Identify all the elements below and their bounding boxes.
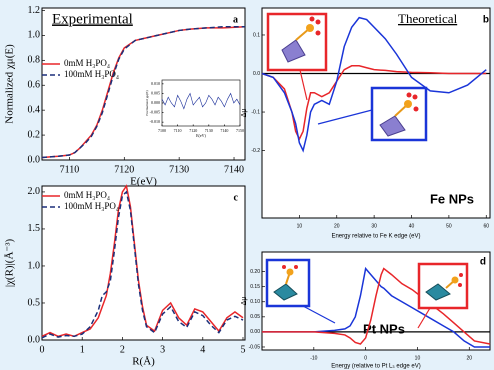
x-tick-label: 7130 [205, 128, 213, 133]
x-tick-label: 4 [200, 344, 205, 355]
x-tick-label: 2 [120, 344, 125, 355]
panel-label: d [480, 257, 486, 268]
x-tick-label: 0 [40, 344, 45, 355]
x-tick-label: 7110 [174, 128, 182, 133]
y-tick-label: 0.0 [28, 334, 41, 345]
y-axis-label: Δμ [241, 297, 248, 306]
y-tick-label: 0.4 [28, 104, 41, 115]
y-tick-label: 0.10 [250, 299, 260, 305]
x-tick-label: 10 [297, 223, 303, 229]
y-tick-label: 0.010 [151, 81, 160, 86]
x-tick-label: 7140 [220, 128, 228, 133]
x-tick-label: 7130 [169, 164, 189, 175]
y-tick-label: 2.0 [28, 186, 41, 197]
y-axis-label: Normalized χμ(E) [145, 90, 149, 116]
x-tick-label: 20 [334, 223, 340, 229]
y-tick-label: -0.005 [150, 110, 160, 115]
x-tick-label: 7100 [158, 128, 166, 133]
x-tick-label: 1 [80, 344, 85, 355]
x-tick-label: 7150 [236, 128, 244, 133]
x-tick-label: -10 [310, 355, 317, 361]
chart-title: Theoretical [398, 11, 458, 26]
x-tick-label: 10 [415, 355, 421, 361]
x-tick-label: 7110 [60, 164, 80, 175]
y-tick-label: -0.010 [150, 119, 160, 124]
y-tick-label: 0.20 [250, 269, 260, 275]
y-tick-label: -0.05 [249, 344, 261, 350]
y-tick-label: 0.1 [253, 32, 260, 38]
y-tick-label: 0.000 [151, 100, 160, 105]
y-tick-label: 0.00 [250, 329, 260, 335]
y-tick-label: -0.1 [251, 109, 260, 115]
annotation: Fe NPs [430, 191, 474, 206]
y-axis-label: Normalized χμ(E) [4, 44, 16, 124]
y-axis-label: Δμ [241, 109, 248, 118]
y-tick-label: 0.005 [151, 90, 160, 95]
figure: 0.0 0.2 0.4 0.6 0.8 1.0 1.2 7110 7120 7130 7140 E(e… [0, 0, 494, 370]
legend-label: 0mM H₃PO₄ [64, 190, 110, 200]
x-tick-label: 3 [160, 344, 165, 355]
x-tick-label: 30 [371, 223, 377, 229]
x-tick-label: 5 [240, 344, 245, 355]
y-tick-label: 1.2 [28, 5, 41, 16]
y-tick-label: 0.8 [28, 55, 41, 66]
y-tick-label: -0.2 [251, 148, 260, 154]
legend-label: 0mM H₃PO₄ [64, 58, 110, 68]
x-axis-label: Energy relative to Fe K edge (eV) [331, 234, 420, 240]
x-tick-label: 7140 [224, 164, 244, 175]
legend-label: 100mM H₃PO₄ [64, 69, 119, 79]
y-tick-label: 0.05 [250, 314, 260, 320]
y-tick-label: 1.5 [28, 223, 41, 234]
x-axis-label: E(eV) [196, 133, 206, 138]
x-tick-label: 40 [409, 223, 415, 229]
y-axis-label: |χ(R)|(Å⁻³) [4, 239, 16, 288]
y-tick-label: 0.6 [28, 80, 41, 91]
y-tick-label: 0.15 [250, 284, 260, 290]
x-tick-label: 20 [466, 355, 472, 361]
y-tick-label: 1.0 [28, 260, 41, 271]
y-tick-label: 0.0 [28, 154, 41, 165]
icon-box [267, 260, 309, 306]
chart-title: Experimental [52, 11, 133, 27]
panel-label: c [234, 192, 239, 203]
x-axis-label: Energy (relative to Pt L₃ edge eV) [331, 364, 421, 370]
x-axis-label: R(Å) [132, 356, 155, 368]
panel-label: a [233, 14, 238, 25]
legend-label: 100mM H₃PO₄ [64, 201, 119, 211]
y-tick-label: 0.5 [28, 297, 41, 308]
y-tick-label: 0.2 [28, 129, 41, 140]
x-tick-label: 50 [446, 223, 452, 229]
x-tick-label: 0 [364, 355, 367, 361]
y-tick-label: 1.0 [28, 30, 41, 41]
x-tick-label: 60 [483, 223, 489, 229]
panel-label: b [483, 15, 489, 26]
y-tick-label: 0.0 [253, 71, 260, 77]
x-tick-label: 7120 [114, 164, 134, 175]
